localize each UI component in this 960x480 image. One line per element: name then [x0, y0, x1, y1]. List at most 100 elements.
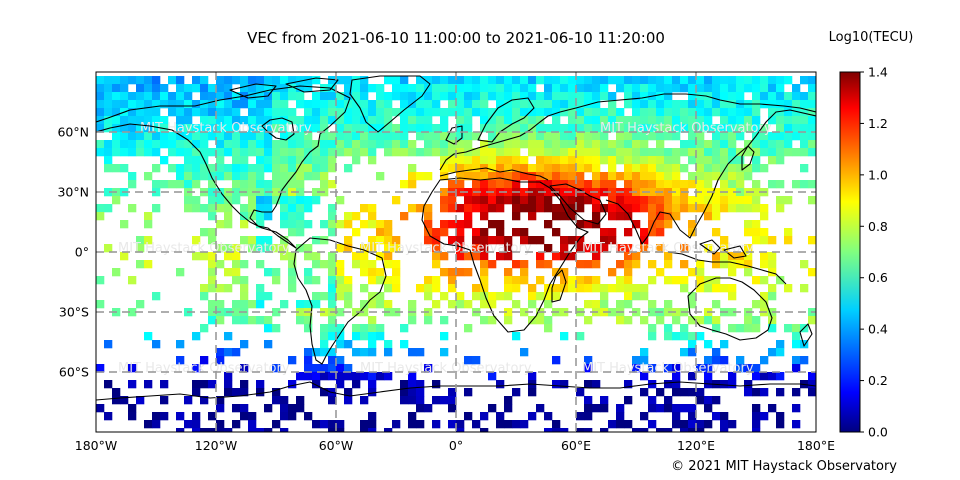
tec-cell	[632, 148, 641, 157]
tec-cell	[728, 380, 737, 389]
tec-cell	[576, 412, 585, 421]
tec-cell	[232, 140, 241, 149]
tec-cell	[776, 108, 785, 117]
tec-cell	[496, 196, 505, 205]
tec-cell	[480, 260, 489, 269]
tec-cell	[360, 148, 369, 157]
tec-cell	[440, 332, 449, 341]
tec-cell	[520, 76, 529, 85]
tec-cell	[744, 252, 753, 261]
tec-cell	[192, 380, 201, 389]
tec-cell	[136, 244, 145, 253]
tec-cell	[704, 244, 713, 253]
tec-cell	[208, 148, 217, 157]
tec-cell	[704, 116, 713, 125]
tec-cell	[496, 236, 505, 245]
tec-cell	[640, 292, 649, 301]
tec-cell	[176, 92, 185, 101]
tec-cell	[128, 132, 137, 141]
tec-cell	[288, 108, 297, 117]
tec-cell	[480, 244, 489, 253]
tec-cell	[664, 300, 673, 309]
tec-cell	[120, 76, 129, 85]
tec-cell	[384, 340, 393, 349]
tec-cell	[512, 388, 521, 397]
tec-cell	[544, 324, 553, 333]
tec-cell	[248, 76, 257, 85]
tec-cell	[288, 116, 297, 125]
colorbar	[839, 71, 861, 433]
tec-cell	[448, 276, 457, 285]
tec-cell	[328, 100, 337, 109]
tec-cell	[560, 108, 569, 117]
tec-cell	[792, 132, 801, 141]
tec-cell	[792, 404, 801, 413]
tec-cell	[728, 196, 737, 205]
tec-cell	[552, 76, 561, 85]
tec-cell	[696, 84, 705, 93]
tec-cell	[696, 332, 705, 341]
tec-cell	[736, 364, 745, 373]
tec-cell	[800, 100, 809, 109]
tec-cell	[336, 260, 345, 269]
tec-cell	[456, 92, 465, 101]
tec-cell	[440, 140, 449, 149]
tec-cell	[192, 124, 201, 133]
tec-cell	[376, 108, 385, 117]
tec-cell	[272, 116, 281, 125]
tec-cell	[296, 172, 305, 181]
tec-cell	[560, 332, 569, 341]
tec-cell	[200, 124, 209, 133]
tec-cell	[280, 300, 289, 309]
tec-cell	[240, 292, 249, 301]
tec-cell	[176, 164, 185, 173]
tec-cell	[272, 76, 281, 85]
tec-cell	[168, 132, 177, 141]
tec-cell	[248, 108, 257, 117]
tec-cell	[112, 124, 121, 133]
tec-cell	[96, 108, 105, 117]
tec-cell	[296, 148, 305, 157]
tec-cell	[504, 316, 513, 325]
tec-cell	[328, 428, 337, 432]
tec-cell	[272, 140, 281, 149]
tec-cell	[272, 420, 281, 429]
tec-cell	[560, 140, 569, 149]
tec-cell	[512, 124, 521, 133]
tec-cell	[624, 100, 633, 109]
tec-cell	[296, 244, 305, 253]
tec-cell	[240, 276, 249, 285]
tec-cell	[128, 180, 137, 189]
tec-cell	[304, 324, 313, 333]
tec-cell	[304, 132, 313, 141]
tec-cell	[384, 252, 393, 261]
tec-cell	[504, 140, 513, 149]
tec-cell	[280, 108, 289, 117]
tec-cell	[728, 372, 737, 381]
tec-cell	[192, 156, 201, 165]
tec-cell	[192, 364, 201, 373]
tec-cell	[632, 356, 641, 365]
tec-cell	[472, 252, 481, 261]
tec-cell	[584, 156, 593, 165]
tec-cell	[264, 236, 273, 245]
tec-cell	[752, 148, 761, 157]
tec-cell	[648, 124, 657, 133]
tec-cell	[656, 180, 665, 189]
tec-cell	[432, 300, 441, 309]
tec-cell	[520, 140, 529, 149]
tec-cell	[376, 300, 385, 309]
tec-cell	[496, 132, 505, 141]
tec-cell	[584, 84, 593, 93]
tec-cell	[240, 84, 249, 93]
tec-cell	[144, 100, 153, 109]
tec-cell	[584, 364, 593, 373]
tec-cell	[656, 388, 665, 397]
tec-cell	[192, 236, 201, 245]
tec-cell	[688, 196, 697, 205]
tec-cell	[464, 188, 473, 197]
tec-cell	[392, 420, 401, 429]
tec-cell	[312, 124, 321, 133]
tec-cell	[304, 356, 313, 365]
tec-cell	[216, 420, 225, 429]
